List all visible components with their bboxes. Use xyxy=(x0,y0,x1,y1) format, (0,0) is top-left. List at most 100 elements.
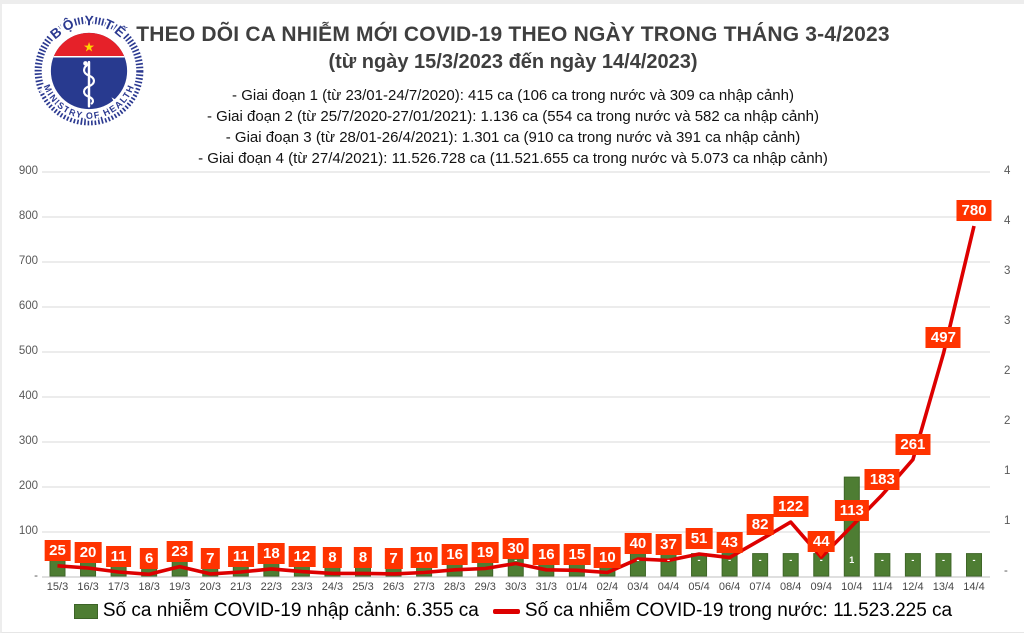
x-axis-tick-label: 25/3 xyxy=(352,581,374,593)
y2-axis-tick-label: 3 xyxy=(1004,265,1011,277)
period-line-4: - Giai đoạn 4 (từ 27/4/2021): 11.526.728… xyxy=(198,150,828,167)
line-value-label: 15 xyxy=(563,544,591,566)
bar-value-label: - xyxy=(941,555,945,565)
y2-axis-tick-label: 2 xyxy=(1004,365,1011,377)
imported-cases-bar xyxy=(874,553,891,577)
line-value-label: 51 xyxy=(685,528,713,550)
line-value-label: 10 xyxy=(410,546,438,568)
y-axis-tick-label: 800 xyxy=(18,210,38,222)
period-line-1: - Giai đoạn 1 (từ 23/01-24/7/2020): 415 … xyxy=(232,87,794,104)
y2-axis-tick-label: 4 xyxy=(1004,165,1011,177)
line-value-label: 37 xyxy=(655,534,682,556)
y-axis-tick-label: - xyxy=(34,570,38,582)
x-axis-tick-label: 23/3 xyxy=(291,581,313,593)
imported-cases-bar xyxy=(721,553,738,577)
y-axis-tick-label: 500 xyxy=(18,345,38,357)
line-value-label: 183 xyxy=(864,468,900,490)
period-line-2: - Giai đoạn 2 (từ 25/7/2020-27/01/2021):… xyxy=(207,108,819,125)
imported-cases-bar xyxy=(752,553,769,577)
bar-value-label: - xyxy=(667,555,670,565)
line-value-label: 44 xyxy=(807,531,835,553)
x-axis-tick-label: 24/3 xyxy=(321,581,344,593)
x-axis-tick-label: 01/4 xyxy=(566,581,588,593)
x-axis-tick-label: 28/3 xyxy=(443,581,466,593)
bar-value-label: - xyxy=(514,555,518,565)
y-axis-tick-label: 100 xyxy=(18,525,38,537)
x-axis-tick-label: 19/3 xyxy=(168,581,191,593)
legend-item-imported: Số ca nhiễm COVID-19 nhập cảnh: 6.355 ca xyxy=(73,600,479,622)
page-title: THEO DÕI CA NHIỄM MỚI COVID-19 THEO NGÀY… xyxy=(136,23,890,46)
legend-line-swatch-icon xyxy=(492,608,520,614)
value-callout-pointer xyxy=(815,549,828,558)
domestic-cases-line xyxy=(57,225,976,577)
line-value-label: 16 xyxy=(441,543,468,565)
x-axis-tick-label: 30/3 xyxy=(505,581,527,593)
x-axis-tick-label: 18/3 xyxy=(138,581,160,593)
line-value-label: 23 xyxy=(166,540,194,562)
legend-imported-label: Số ca nhiễm COVID-19 nhập cảnh: 6.355 ca xyxy=(102,600,479,621)
x-axis-tick-label: 02/4 xyxy=(596,581,619,593)
line-value-label: 261 xyxy=(895,433,931,455)
x-axis-tick-label: 14/4 xyxy=(963,581,985,593)
x-axis-tick-label: 07/4 xyxy=(749,581,771,593)
x-axis-tick-label: 06/4 xyxy=(718,581,741,593)
line-value-label: 40 xyxy=(624,533,652,554)
chart-legend: Số ca nhiễm COVID-19 nhập cảnh: 6.355 ca… xyxy=(2,600,1024,622)
y-axis-tick-label: 700 xyxy=(18,255,38,267)
x-axis-tick-label: 04/4 xyxy=(657,581,680,593)
line-value-label: 20 xyxy=(74,542,102,563)
imported-cases-bar xyxy=(782,553,799,577)
line-value-label: 8 xyxy=(323,547,342,569)
bar-value-label: - xyxy=(728,555,732,565)
line-value-label: 497 xyxy=(925,327,961,349)
x-axis-tick-label: 10/4 xyxy=(841,581,863,593)
period-line-3: - Giai đoạn 3 (từ 28/01-26/4/2021): 1.30… xyxy=(225,129,801,146)
line-value-label: 82 xyxy=(746,514,774,536)
x-axis-tick-label: 11/4 xyxy=(872,581,893,593)
line-value-label: 7 xyxy=(201,547,220,569)
period-summary-block: - Giai đoạn 1 (từ 23/01-24/7/2020): 415 … xyxy=(2,85,1024,169)
y-axis-tick-label: 300 xyxy=(18,435,38,447)
line-value-label: 11 xyxy=(227,546,254,568)
y2-axis-tick-label: 2 xyxy=(1004,415,1011,427)
imported-cases-bar xyxy=(966,553,982,577)
line-value-label: 16 xyxy=(532,543,560,565)
legend-bar-swatch-icon xyxy=(73,603,98,619)
bar-value-label: - xyxy=(911,555,915,565)
line-value-label: 6 xyxy=(139,548,159,570)
bar-value-label: - xyxy=(880,555,884,565)
y-axis-tick-label: 600 xyxy=(18,300,38,312)
y2-axis-tick-label: 1 xyxy=(1004,515,1011,527)
x-axis-tick-label: 26/3 xyxy=(382,581,405,593)
page-subtitle: (từ ngày 15/3/2023 đến ngày 14/4/2023) xyxy=(328,51,698,73)
bar-value-label: - xyxy=(758,555,762,565)
logo-star-icon: ★ xyxy=(83,40,95,55)
line-value-label: 19 xyxy=(471,542,499,564)
imported-cases-bar xyxy=(904,553,921,577)
bar-value-label: - xyxy=(789,555,793,565)
x-axis-tick-label: 12/4 xyxy=(902,581,924,593)
legend-domestic-label: Số ca nhiễm COVID-19 trong nước: 11.523.… xyxy=(524,600,953,621)
x-axis-tick-label: 27/3 xyxy=(413,581,435,593)
bar-value-label: - xyxy=(972,555,976,565)
line-value-label: 43 xyxy=(716,531,743,553)
y-axis-tick-label: 400 xyxy=(18,390,38,402)
x-axis-tick-label: 20/3 xyxy=(199,581,221,593)
y2-axis-tick-label: 4 xyxy=(1004,215,1011,227)
line-value-label: 8 xyxy=(353,547,373,569)
x-axis-tick-label: 22/3 xyxy=(260,581,283,593)
line-value-label: 113 xyxy=(834,500,869,522)
bar-value-label: - xyxy=(636,555,640,565)
line-value-label: 18 xyxy=(258,542,285,564)
line-value-label: 25 xyxy=(44,539,71,561)
x-axis-tick-label: 03/4 xyxy=(627,581,649,593)
y-axis-tick-label: 200 xyxy=(18,480,38,492)
line-value-label: 10 xyxy=(594,546,621,568)
line-value-label: 122 xyxy=(773,496,809,518)
bar-value-label: - xyxy=(819,555,823,565)
x-axis-tick-label: 13/4 xyxy=(932,581,955,593)
line-value-label: 12 xyxy=(288,545,316,567)
legend-item-domestic: Số ca nhiễm COVID-19 trong nước: 11.523.… xyxy=(492,600,953,622)
y2-axis-tick-label: 1 xyxy=(1004,465,1011,477)
